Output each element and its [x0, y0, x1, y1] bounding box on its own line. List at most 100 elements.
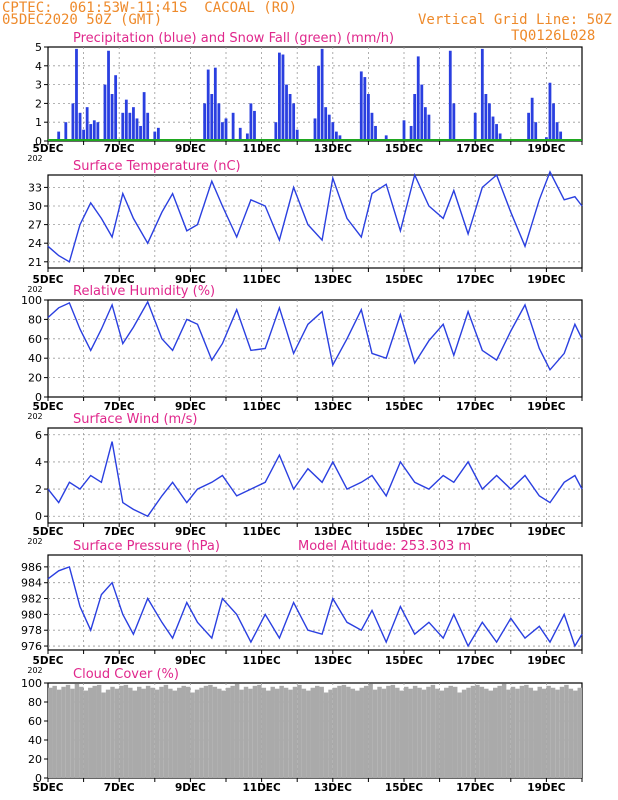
- precip-bar: [552, 103, 555, 141]
- cloud-bar: [172, 690, 178, 778]
- cloud-bar: [346, 686, 351, 778]
- precip-bar: [82, 129, 85, 141]
- cloud-bar: [337, 685, 342, 778]
- cloud-bar: [96, 684, 102, 778]
- cloud-bar: [323, 692, 329, 778]
- xtick-label: 9DEC: [175, 401, 206, 413]
- precip-bar: [491, 116, 495, 141]
- cloud-bar: [524, 684, 529, 778]
- precip-bar: [313, 118, 317, 141]
- cloud-bar: [412, 685, 418, 778]
- precip-bar: [334, 131, 338, 141]
- ytick-label: 978: [21, 624, 42, 637]
- ytick-label: 982: [21, 593, 42, 606]
- cloud-bar: [221, 690, 226, 778]
- cloud-bar: [555, 689, 560, 778]
- cloud-bar: [114, 688, 120, 778]
- ytick-label: 6: [35, 429, 42, 442]
- xtick-label: 5DEC: [33, 143, 64, 155]
- precip-bar: [548, 82, 552, 141]
- precip-bar: [427, 114, 431, 141]
- precip-bar: [231, 112, 235, 141]
- cloud-bar: [226, 687, 231, 778]
- cloud-bar: [493, 687, 498, 778]
- ytick-label: 2: [35, 483, 42, 496]
- cloud-bar: [426, 686, 431, 778]
- precip-bar: [78, 112, 82, 141]
- xtick-label: 13DEC: [314, 274, 353, 286]
- xtick-label: 15DEC: [385, 655, 424, 667]
- cloud-bar: [128, 687, 133, 778]
- cloud-bar: [79, 686, 84, 778]
- cloud-bar: [350, 688, 356, 778]
- cloud-bar: [421, 689, 427, 778]
- cloud-bar: [399, 690, 404, 778]
- cloud-bar: [301, 688, 307, 778]
- xtick-label: 5DEC: [33, 401, 64, 413]
- cloud-bar: [479, 686, 485, 778]
- ytick-label: 0: [35, 391, 42, 404]
- xtick-label: 11DEC: [242, 401, 281, 413]
- ytick-label: 0: [35, 135, 42, 148]
- ytick-label: 5: [35, 41, 42, 54]
- cloud-bar: [177, 687, 182, 778]
- ytick-label: 984: [21, 577, 42, 590]
- ytick-label: 27: [28, 219, 42, 232]
- precip-bar: [217, 103, 221, 141]
- precip-bar: [370, 112, 374, 141]
- cloud-bar: [577, 687, 582, 778]
- ytick-label: 30: [28, 200, 42, 213]
- cloud-bar: [457, 692, 462, 778]
- ytick-label: 976: [21, 640, 42, 653]
- plot-frame: [47, 554, 583, 651]
- xtick-label: 11DEC: [242, 655, 281, 667]
- cloud-bar: [297, 684, 302, 778]
- ytick-label: 2: [35, 97, 42, 110]
- cloud-bar: [559, 686, 565, 778]
- precip-bar: [527, 112, 530, 141]
- plot-frame: [47, 299, 583, 398]
- cloud-bar: [203, 685, 209, 778]
- precip-bar: [142, 92, 146, 141]
- xtick-label: 5DEC: [33, 274, 64, 286]
- xtick-label: 19DEC: [527, 274, 566, 286]
- precip-bar: [363, 77, 367, 141]
- xtick-label: 7DEC: [104, 782, 135, 794]
- panel-title: Surface Wind (m/s): [73, 412, 197, 427]
- ytick-label: 4: [35, 456, 42, 469]
- precip-bar: [413, 94, 417, 141]
- cloud-bar: [461, 689, 467, 778]
- precip-bar: [320, 48, 324, 141]
- cloud-bar: [332, 687, 338, 778]
- cloud-bar: [466, 687, 471, 778]
- xtick-label: 13DEC: [314, 401, 353, 413]
- precip-bar: [452, 103, 456, 141]
- precip-bar: [153, 131, 157, 141]
- xtick-label: 17DEC: [456, 526, 495, 538]
- precip-bar: [92, 120, 96, 141]
- xtick-label: 7DEC: [104, 526, 135, 538]
- xtick-label: 17DEC: [456, 655, 495, 667]
- header-code: TQ0126L028: [511, 28, 596, 44]
- xtick-stub: 202: [27, 154, 42, 163]
- cloud-bar: [515, 688, 520, 778]
- cloud-bar: [248, 688, 253, 778]
- cloud-bar: [65, 684, 71, 778]
- precip-bar: [96, 122, 100, 141]
- xtick-label: 13DEC: [314, 526, 353, 538]
- xtick-label: 17DEC: [456, 143, 495, 155]
- precip-bar: [473, 112, 477, 141]
- cloud-bar: [252, 685, 258, 778]
- precip-bar: [327, 114, 331, 141]
- cloud-bar: [92, 685, 97, 778]
- precip-bar: [359, 71, 363, 141]
- precip-bar: [484, 94, 488, 141]
- cloud-bar: [194, 689, 200, 778]
- xtick-label: 9DEC: [175, 143, 206, 155]
- cloud-bar: [190, 692, 195, 778]
- cloud-bar: [430, 684, 436, 778]
- precip-bar: [495, 124, 498, 141]
- cloud-bar: [132, 690, 137, 778]
- header-datetime: 05DEC2020 50Z (GMT): [2, 12, 163, 28]
- xtick-label: 5DEC: [33, 526, 64, 538]
